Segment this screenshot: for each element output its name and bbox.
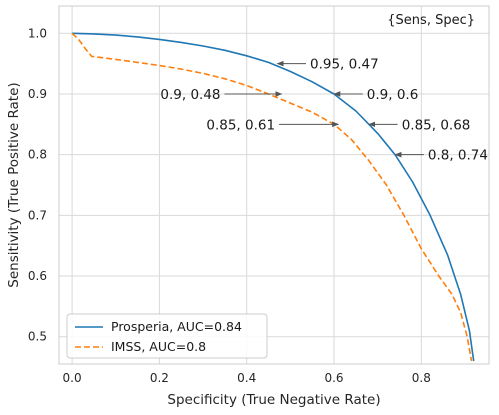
x-tick-label: 0.0 <box>63 371 82 385</box>
annotation-label: 0.9, 0.48 <box>160 87 220 103</box>
y-ticks: 0.5 0.6 0.7 0.8 0.9 1.0 <box>28 26 47 343</box>
grid <box>59 6 489 364</box>
y-tick-label: 0.7 <box>28 208 47 222</box>
y-tick-label: 0.5 <box>28 330 47 344</box>
y-tick-label: 0.6 <box>28 269 47 283</box>
annotation-label: 0.9, 0.6 <box>367 87 419 103</box>
series-lines <box>71 32 475 362</box>
y-tick-label: 1.0 <box>28 26 47 40</box>
x-tick-label: 0.4 <box>237 371 256 385</box>
x-tick-label: 0.2 <box>150 371 169 385</box>
y-axis-label: Sensitivity (True Positive Rate) <box>6 82 22 287</box>
x-tick-label: 0.8 <box>412 371 431 385</box>
x-tick-label: 0.6 <box>324 371 343 385</box>
y-tick-label: 0.8 <box>28 148 47 162</box>
y-tick-label: 0.9 <box>28 87 47 101</box>
plot-frame <box>58 5 490 365</box>
legend-label: Prosperia, AUC=0.84 <box>111 319 242 334</box>
legend-box <box>66 313 268 359</box>
annotation-label: 0.8, 0.74 <box>428 148 488 164</box>
series-line-0 <box>72 32 475 362</box>
annotation-label: 0.85, 0.61 <box>206 117 275 133</box>
corner-note: {Sens, Spec} <box>387 13 475 28</box>
annotation-label: 0.95, 0.47 <box>310 57 379 73</box>
x-axis-label: Specificity (True Negative Rate) <box>167 392 380 408</box>
annotations: 0.95, 0.47 0.9, 0.48 0.9, 0.6 0.85, 0.61 0.8… <box>160 57 488 164</box>
series-line-1 <box>71 32 473 362</box>
legend-label: IMSS, AUC=0.8 <box>111 339 206 354</box>
legend: Prosperia, AUC=0.84 IMSS, AUC=0.8 <box>66 313 268 359</box>
annotation-label: 0.85, 0.68 <box>402 117 471 133</box>
x-ticks: 0.0 0.2 0.4 0.6 0.8 <box>63 371 431 385</box>
